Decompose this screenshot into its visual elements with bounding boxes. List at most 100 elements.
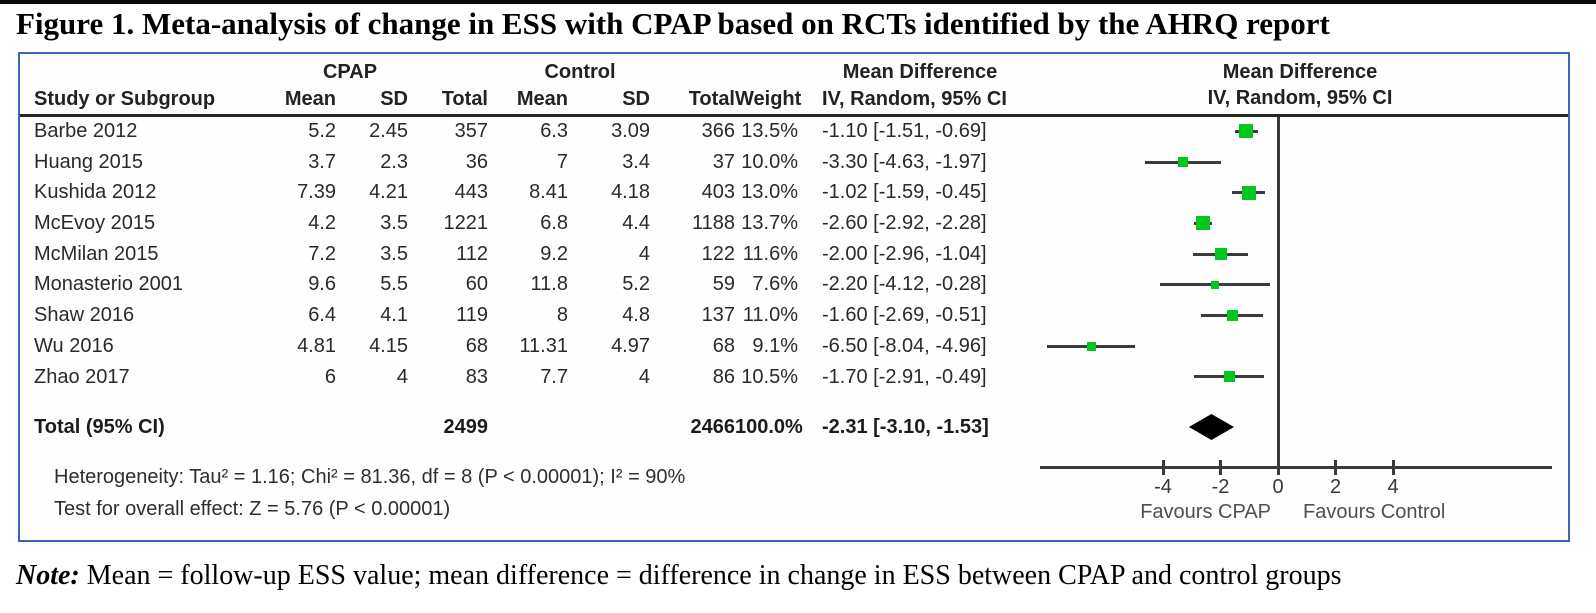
effect-marker [1210,280,1219,289]
effect-marker [1178,157,1189,168]
effect-marker [1196,216,1211,231]
col-header-cpap-mean: Mean [284,87,336,110]
table-row: Monasterio 2001 9.6 5.5 60 11.8 5.2 59 7… [20,269,1568,300]
study-label: Monasterio 2001 [34,273,183,296]
effect-marker [1223,371,1235,383]
cpap-sd-value: 2.3 [380,150,408,173]
weight-value: 13.0% [741,181,798,204]
weight-value: 13.5% [741,120,798,142]
study-label: McMilan 2015 [34,242,159,265]
ci-text-value: -2.00 [-2.96, -1.04] [822,242,987,265]
axis-tick [1161,460,1165,475]
ctrl-sd-value: 4.4 [622,212,650,235]
cpap-total-value: 36 [465,150,488,173]
note-label: Note: [16,560,80,591]
forest-plot-panel: CPAP Control Mean Difference Mean Differ… [18,52,1570,542]
favours-right-label: Favours Control [1303,501,1446,523]
axis-tick [1391,460,1395,475]
study-label: Kushida 2012 [34,181,157,204]
study-label: Shaw 2016 [34,304,135,327]
cpap-sd-value: 4 [396,365,408,388]
ctrl-mean-value: 8 [556,304,568,327]
col-header-weight: Weight [735,87,802,110]
cpap-total-value: 443 [454,181,488,204]
axis-tick-label: -4 [1154,476,1172,498]
effect-marker [1214,248,1227,261]
cpap-sd-value: 4.21 [369,181,408,204]
effect-marker [1239,124,1254,139]
axis-tick-label: -2 [1211,476,1230,498]
ctrl-sd-value: 3.4 [622,150,650,173]
table-row: Barbe 2012 5.2 2.45 357 6.3 3.09 366 13.… [20,116,1568,147]
ctrl-total-value: 403 [701,181,735,204]
table-row: Zhao 2017 6 4 83 7.7 4 86 10.5% -1.70 [-… [20,362,1568,393]
ctrl-mean-value: 9.2 [540,242,568,265]
ctrl-sd-value: 4 [638,365,650,388]
ctrl-mean-value: 7 [556,150,568,173]
cpap-total-value: 357 [454,120,488,142]
weight-value: 10.5% [741,365,798,388]
ctrl-mean-value: 11.8 [530,273,568,296]
cpap-mean-value: 6.4 [308,304,336,327]
table-row: Huang 2015 3.7 2.3 36 7 3.4 37 10.0% -3.… [20,147,1568,178]
ci-text-value: -1.60 [-2.69, -0.51] [822,304,987,327]
ctrl-total-value: 37 [712,150,735,173]
effect-marker [1086,341,1096,351]
study-label: Huang 2015 [34,150,143,173]
study-label: Wu 2016 [34,334,114,357]
cpap-total-value: 112 [456,242,488,265]
overall-effect-stats: Test for overall effect: Z = 5.76 (P < 0… [54,498,451,520]
ci-text-value: -6.50 [-8.04, -4.96] [822,334,987,357]
weight-value: 13.7% [741,212,798,235]
table-row: Wu 2016 4.81 4.15 68 11.31 4.97 68 9.1% … [20,331,1568,362]
weight-value: 9.1% [752,334,798,357]
note-text: Mean = follow-up ESS value; mean differe… [79,560,1342,591]
axis-tick [1276,460,1280,475]
cpap-mean-value: 4.2 [308,212,336,235]
col-header-ci: IV, Random, 95% CI [822,87,1007,110]
col-header-ci-plot: IV, Random, 95% CI [1207,87,1393,109]
ci-text-value: -1.70 [-2.91, -0.49] [822,365,987,388]
weight-value: 10.0% [741,150,798,173]
axis-tick [1219,460,1222,475]
total-weight: 100.0% [735,416,803,438]
ctrl-sd-value: 5.2 [622,273,650,296]
cpap-total-value: 1221 [443,212,489,235]
table-row: Shaw 2016 6.4 4.1 119 8 4.8 137 11.0% -1… [20,300,1568,331]
table-row: McEvoy 2015 4.2 3.5 1221 6.8 4.4 1188 13… [20,208,1568,239]
header-underline [20,114,1568,117]
heterogeneity-stats: Heterogeneity: Tau² = 1.16; Chi² = 81.36… [54,466,686,488]
ctrl-sd-value: 3.09 [611,120,650,142]
column-header-row: Study or Subgroup Mean SD Total Mean SD … [20,86,1568,112]
col-header-cpap-sd: SD [380,87,408,110]
cpap-total-value: 83 [465,365,488,388]
ctrl-total-value: 122 [701,242,735,265]
cpap-sd-value: 3.5 [380,212,408,235]
study-label: Barbe 2012 [34,120,138,142]
cpap-total-value: 60 [465,273,488,296]
cpap-sd-value: 3.5 [380,242,408,265]
group-header-control: Control [544,61,616,83]
figure-note: Note: Mean = follow-up ESS value; mean d… [16,560,1592,592]
cpap-total-value: 119 [456,304,488,327]
ci-text-value: -3.30 [-4.63, -1.97] [822,150,987,173]
table-row: McMilan 2015 7.2 3.5 112 9.2 4 122 11.6%… [20,239,1568,270]
ctrl-total-value: 1188 [691,212,735,235]
ctrl-total-value: 59 [712,273,735,296]
col-header-study: Study or Subgroup [34,87,216,110]
axis-tick-label: 4 [1387,476,1399,498]
cpap-mean-value: 9.6 [308,273,336,296]
cpap-total-value: 68 [465,334,488,357]
ci-text-value: -1.10 [-1.51, -0.69] [822,120,987,142]
ctrl-sd-value: 4.8 [622,304,650,327]
cpap-mean-value: 6 [324,365,336,388]
study-rows: Barbe 2012 5.2 2.45 357 6.3 3.09 366 13.… [20,116,1568,392]
ctrl-sd-value: 4.18 [611,181,650,204]
col-header-ctrl-mean: Mean [516,87,568,110]
ctrl-mean-value: 7.7 [540,365,568,388]
total-label: Total (95% CI) [34,416,165,438]
x-axis-line [1040,465,1552,469]
favours-left-label: Favours CPAP [1140,501,1271,523]
total-diamond [1188,414,1234,440]
total-cpap-n: 2499 [443,416,489,438]
